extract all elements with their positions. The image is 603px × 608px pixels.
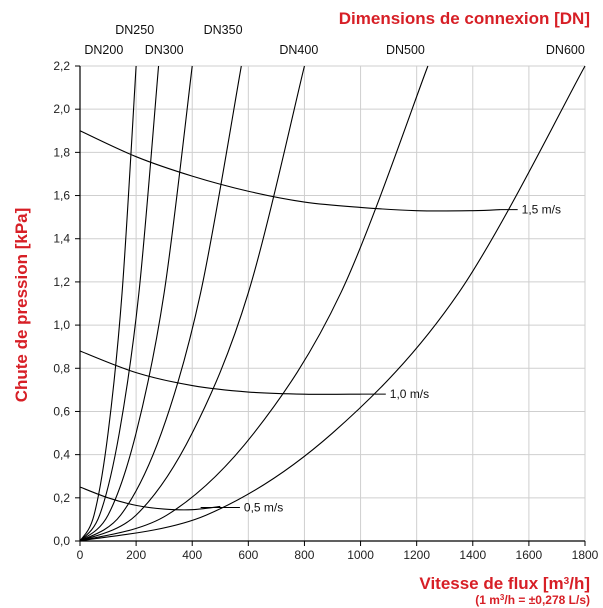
curve-1-5-m-s — [79, 130, 501, 212]
x-axis-title-end: /h] — [569, 574, 590, 593]
x-tick-label: 0 — [77, 548, 84, 562]
curve-layer — [79, 65, 586, 542]
curve-0-5-m-s — [79, 486, 221, 511]
x-axis-note-end: /h = ±0,278 L/s) — [504, 593, 590, 607]
x-tick-label: 1000 — [347, 548, 374, 562]
grid-lines — [79, 65, 586, 542]
x-axis-note-text: (1 m — [475, 593, 500, 607]
x-axis-note: (1 m3/h = ±0,278 L/s) — [475, 593, 590, 608]
curve-dn300 — [79, 65, 193, 542]
x-axis-note-superscript: 3 — [500, 593, 505, 602]
chart-title: Dimensions de connexion [DN] — [339, 9, 590, 28]
curve-dn250 — [79, 65, 160, 542]
x-tick-label: 400 — [182, 548, 202, 562]
dn-label: DN200 — [84, 43, 123, 57]
y-tick-label: 0,6 — [53, 404, 70, 418]
y-tick-label: 1,6 — [53, 189, 70, 203]
x-tick-label: 600 — [238, 548, 258, 562]
x-tick-label: 1800 — [572, 548, 599, 562]
curve-dn200 — [79, 65, 137, 542]
dn-label: DN500 — [386, 43, 425, 57]
x-axis-title: Vitesse de flux [m3/h] — [419, 574, 590, 593]
velocity-label: 1,0 m/s — [390, 387, 429, 401]
curve-dn400 — [79, 65, 305, 542]
curve-dn500 — [79, 65, 429, 542]
x-axis-title-superscript: 3 — [564, 576, 570, 587]
axes — [75, 65, 586, 546]
y-tick-label: 0,0 — [53, 534, 70, 548]
x-tick-label: 1600 — [516, 548, 543, 562]
x-tick-label: 200 — [126, 548, 146, 562]
dn-label: DN400 — [279, 43, 318, 57]
y-tick-label: 1,8 — [53, 145, 70, 159]
y-tick-label: 2,2 — [53, 59, 70, 73]
y-tick-label: 2,0 — [53, 102, 70, 116]
y-tick-label: 0,2 — [53, 491, 70, 505]
x-tick-label: 1400 — [459, 548, 486, 562]
curve-dn600 — [79, 65, 586, 542]
y-tick-label: 0,8 — [53, 361, 70, 375]
dn-label: DN350 — [204, 23, 243, 37]
y-axis-title: Chute de pression [kPa] — [12, 208, 31, 403]
velocity-label: 1,5 m/s — [522, 203, 561, 217]
dn-label: DN250 — [115, 23, 154, 37]
dn-label: DN300 — [145, 43, 184, 57]
velocity-label: 0,5 m/s — [244, 501, 283, 515]
label-layer: 0 200 400 600 800 1000 1200 1400 1600 1800 0,0 0,2 0… — [53, 23, 598, 562]
curve-1-0-m-s — [79, 350, 361, 395]
x-tick-label: 800 — [294, 548, 314, 562]
dn-label: DN600 — [546, 43, 585, 57]
x-tick-label: 1200 — [403, 548, 430, 562]
y-tick-label: 1,0 — [53, 318, 70, 332]
curve-dn350 — [79, 65, 242, 542]
y-tick-label: 1,2 — [53, 275, 70, 289]
y-tick-label: 1,4 — [53, 232, 70, 246]
x-axis-title-text: Vitesse de flux [m — [419, 574, 563, 593]
y-tick-label: 0,4 — [53, 448, 70, 462]
